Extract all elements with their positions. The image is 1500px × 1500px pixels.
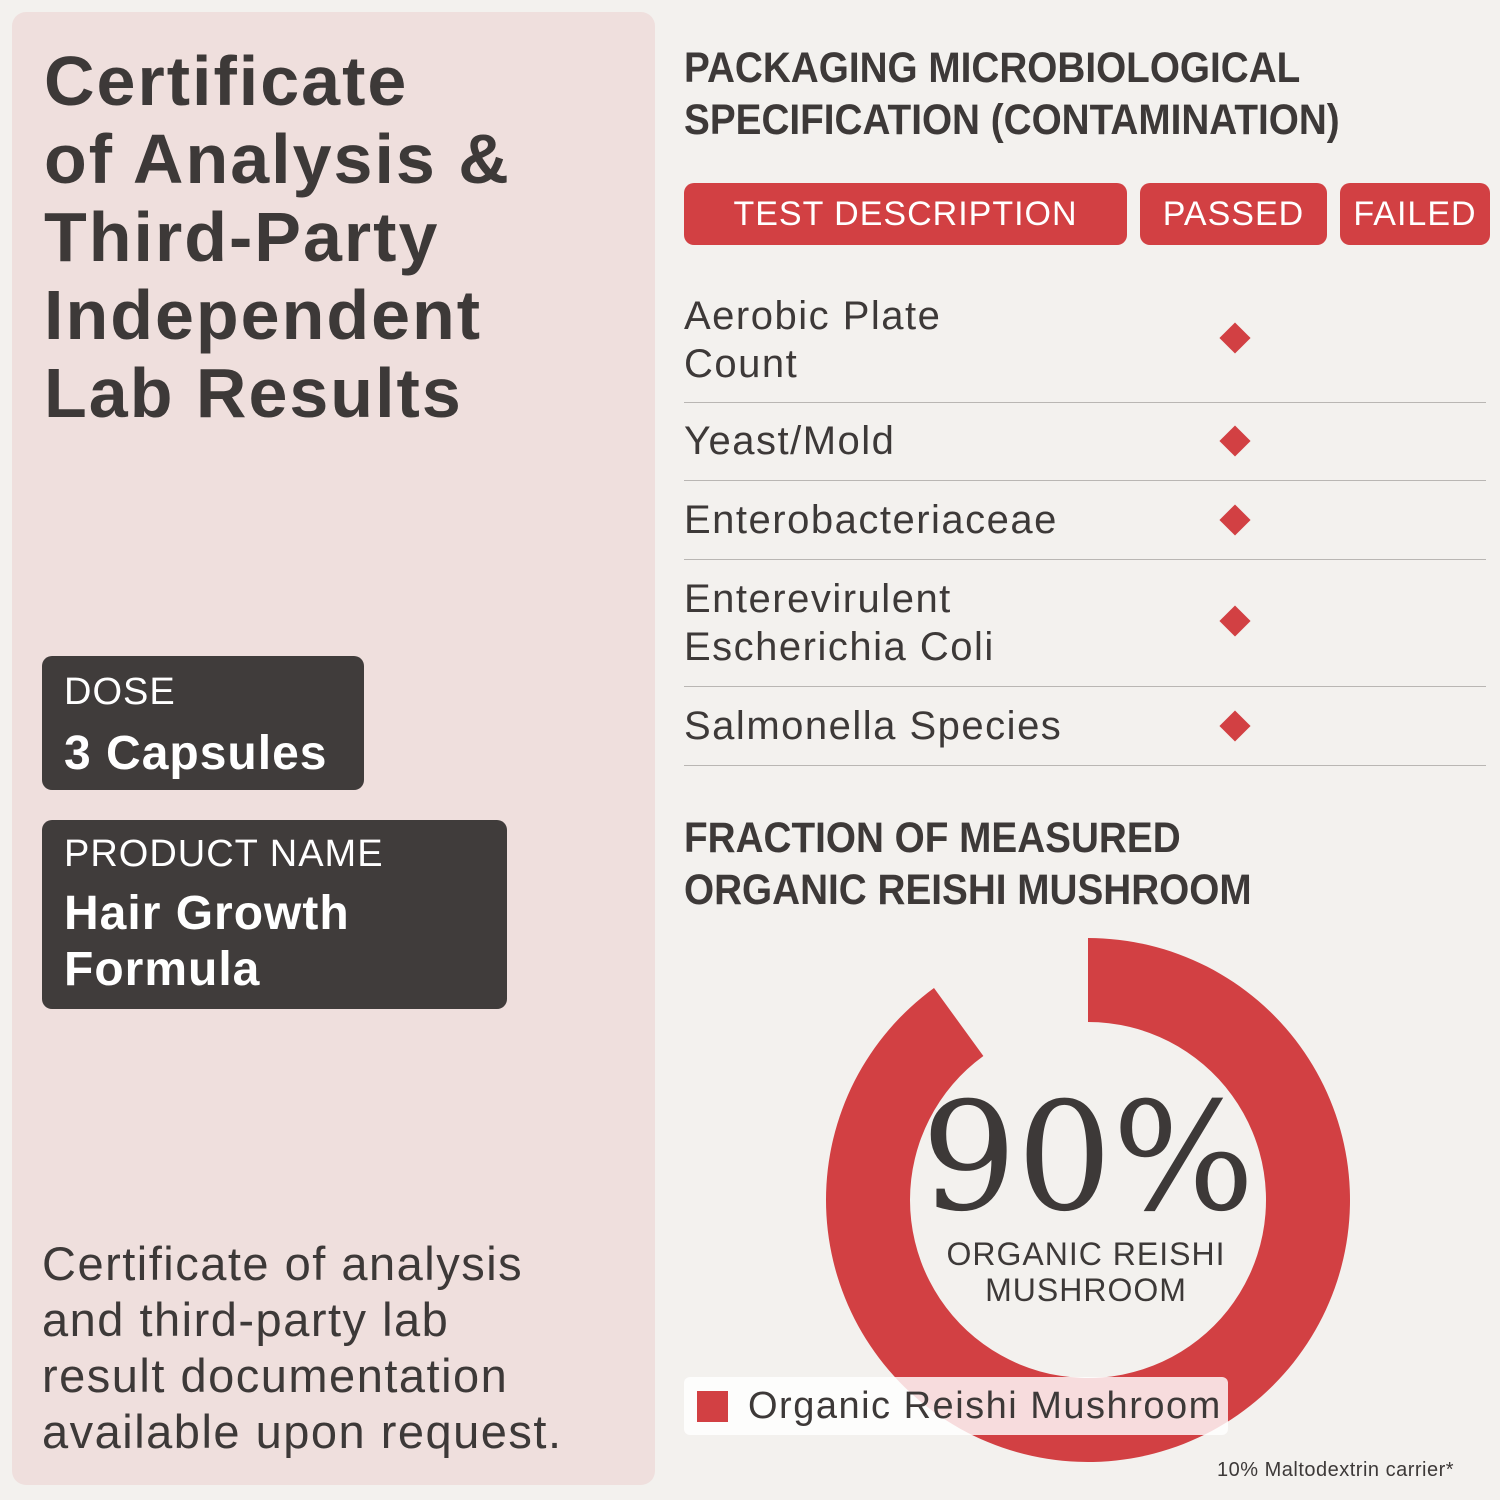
dose-label: DOSE: [64, 671, 176, 713]
test-line: Aerobic Plate: [684, 294, 942, 338]
legend-swatch: [697, 1391, 728, 1422]
table-row: Aerobic Plate Count: [684, 290, 1486, 403]
product-name-line: Formula: [64, 943, 261, 996]
donut-segment-organic-reishi: [825, 938, 1350, 1462]
test-line: Enterevirulent: [684, 577, 952, 621]
test-line: Escherichia Coli: [684, 625, 995, 669]
table-row: Enterobacteriaceae: [684, 481, 1486, 560]
table-row: Yeast/Mold: [684, 403, 1486, 481]
heading-line: SPECIFICATION (CONTAMINATION): [684, 96, 1340, 144]
title-line: Lab Results: [44, 354, 463, 432]
title-line: Third-Party: [44, 198, 440, 276]
test-line: Enterobacteriaceae: [684, 498, 1058, 542]
chart-legend: Organic Reishi Mushroom: [684, 1377, 1228, 1435]
table-row: Enterevirulent Escherichia Coli: [684, 560, 1486, 687]
dose-value: 3 Capsules: [64, 727, 328, 780]
heading-line: ORGANIC REISHI MUSHROOM: [684, 866, 1252, 914]
heading-line: FRACTION OF MEASURED: [684, 814, 1181, 862]
page-title: Certificate of Analysis & Third-Party In…: [44, 42, 644, 432]
test-line: Salmonella Species: [684, 704, 1063, 748]
product-name-label: PRODUCT NAME: [64, 833, 384, 875]
test-description: Aerobic Plate Count: [684, 292, 941, 388]
test-description: Yeast/Mold: [684, 417, 895, 465]
column-header-failed: FAILED: [1340, 183, 1490, 245]
note-line: available upon request.: [42, 1405, 563, 1458]
title-line: Certificate: [44, 42, 409, 120]
column-header-passed: PASSED: [1140, 183, 1327, 245]
test-description: Enterevirulent Escherichia Coli: [684, 575, 995, 671]
dose-box: DOSE 3 Capsules: [42, 656, 364, 790]
spec-heading: PACKAGING MICROBIOLOGICAL SPECIFICATION …: [684, 42, 1340, 146]
title-line: of Analysis &: [44, 120, 511, 198]
center-value: 90%: [921, 1071, 1255, 1245]
title-line: Independent: [44, 276, 483, 354]
fraction-heading: FRACTION OF MEASURED ORGANIC REISHI MUSH…: [684, 812, 1252, 916]
product-name-line: Hair Growth: [64, 887, 350, 940]
table-row: Salmonella Species: [684, 687, 1486, 766]
heading-line: PACKAGING MICROBIOLOGICAL: [684, 44, 1301, 92]
center-label-line: ORGANIC REISHI: [946, 1236, 1226, 1272]
center-label-line: MUSHROOM: [985, 1272, 1187, 1308]
legend-label: Organic Reishi Mushroom: [748, 1385, 1222, 1427]
note-line: and third-party lab: [42, 1293, 450, 1346]
test-line: Count: [684, 342, 799, 386]
footnote: 10% Maltodextrin carrier*: [1217, 1459, 1455, 1481]
test-description: Enterobacteriaceae: [684, 496, 1058, 544]
test-description: Salmonella Species: [684, 702, 1062, 750]
center-label: ORGANIC REISHI MUSHROOM: [886, 1236, 1286, 1308]
note-line: result documentation: [42, 1349, 509, 1402]
note-line: Certificate of analysis: [42, 1237, 524, 1290]
availability-note: Certificate of analysis and third-party …: [42, 1236, 563, 1460]
column-header-test-description: TEST DESCRIPTION: [684, 183, 1127, 245]
product-name-box: PRODUCT NAME Hair Growth Formula: [42, 820, 507, 1009]
test-line: Yeast/Mold: [684, 419, 896, 463]
product-name-value: Hair Growth Formula: [64, 886, 350, 998]
